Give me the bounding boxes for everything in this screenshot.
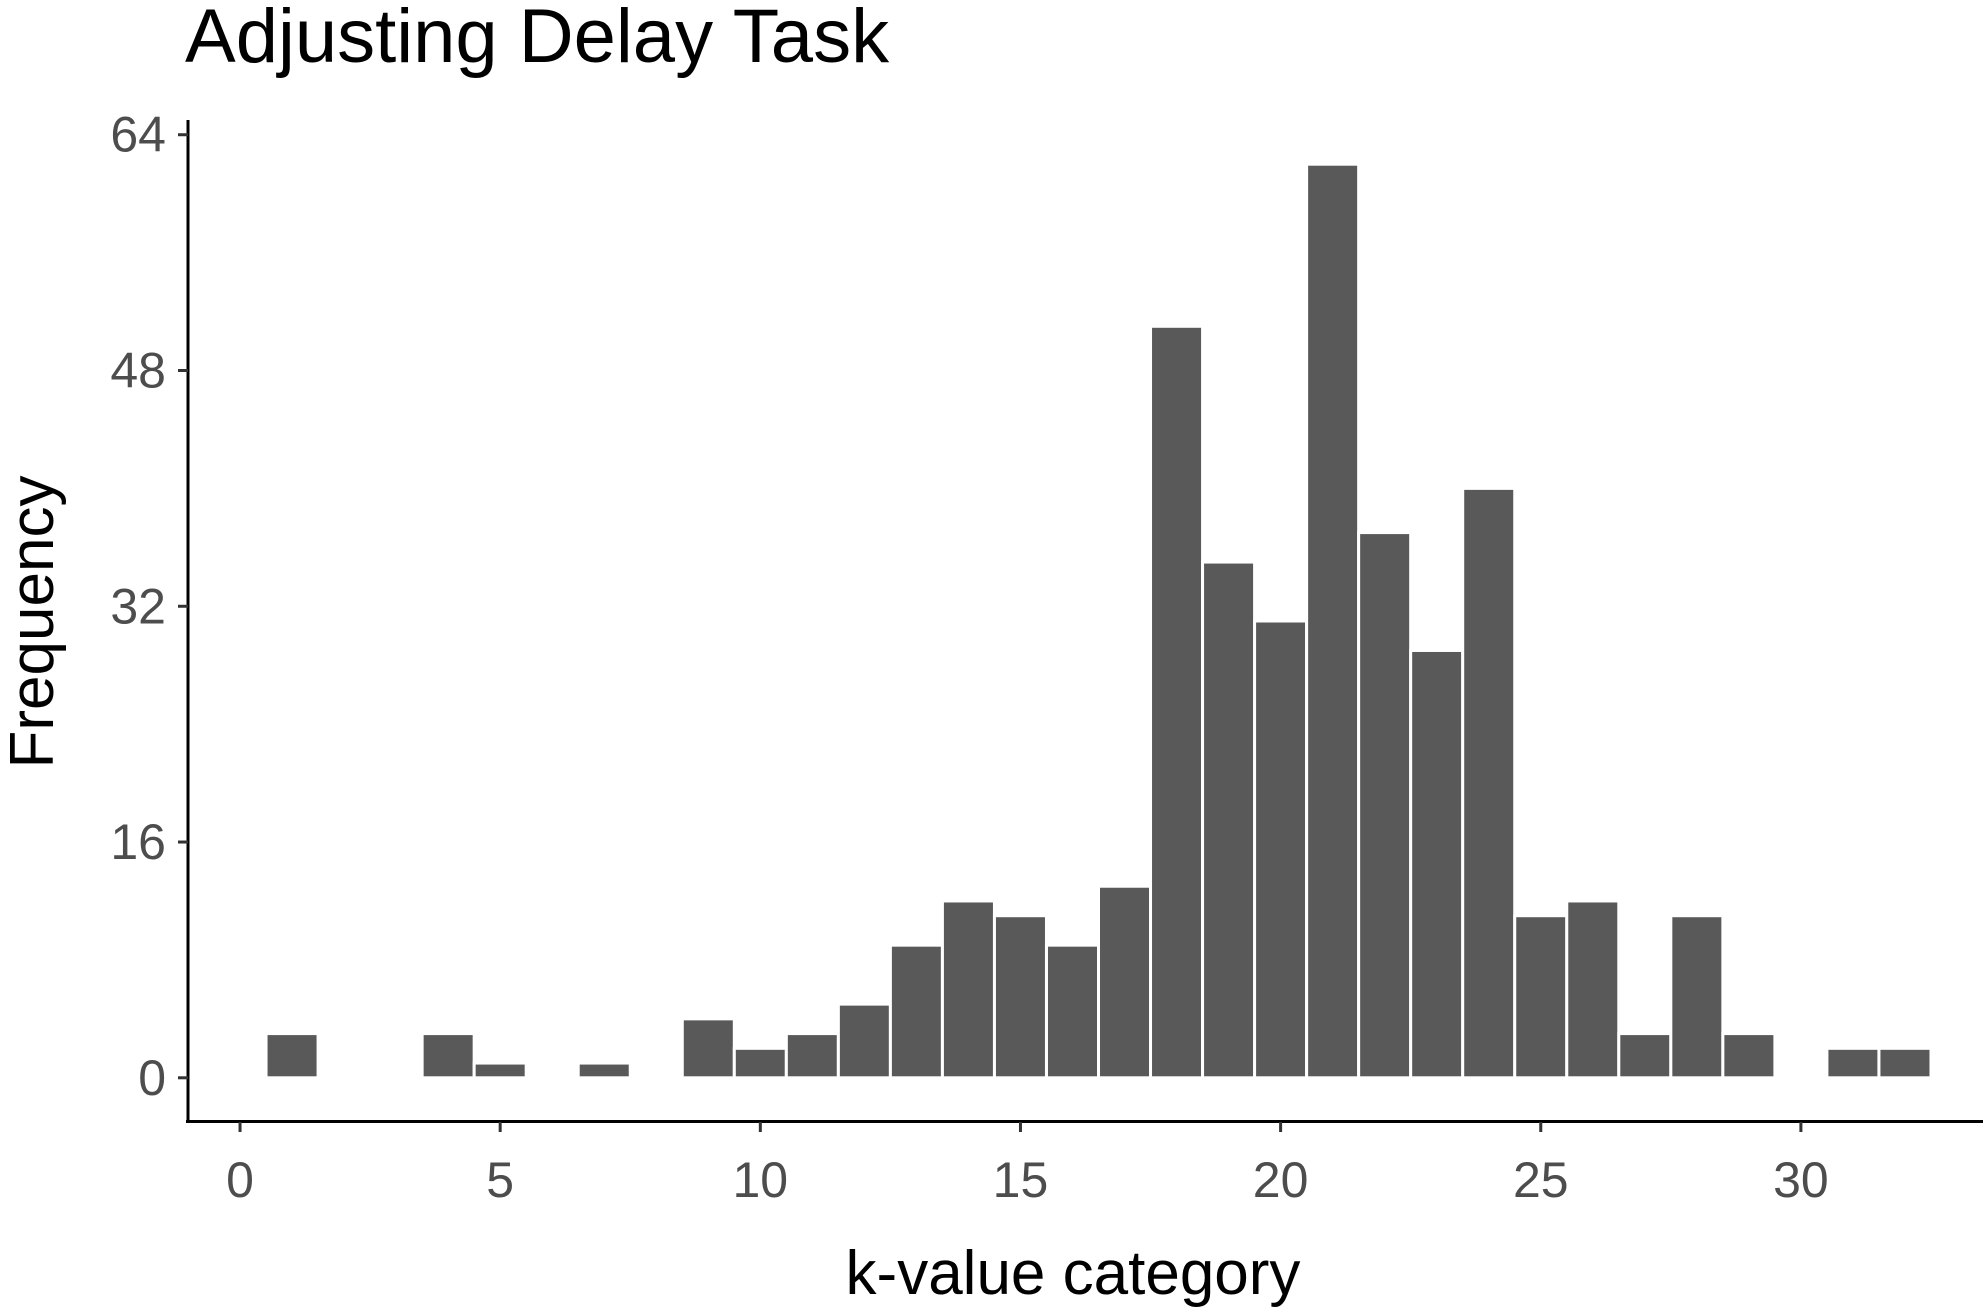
bar-27 (1617, 1032, 1673, 1080)
bar-13 (888, 943, 944, 1080)
y-axis-ticks: 0 16 32 48 64 (110, 107, 188, 1106)
bar-19 (1201, 560, 1257, 1080)
bar-17 (1097, 884, 1153, 1080)
x-tick-label-30: 30 (1773, 1152, 1829, 1208)
bar-20 (1253, 619, 1309, 1080)
bar-10 (732, 1046, 788, 1080)
x-tick-label-5: 5 (486, 1152, 514, 1208)
chart-title: Adjusting Delay Task (185, 0, 890, 79)
bar-11 (784, 1032, 840, 1080)
y-tick-label-64: 64 (110, 107, 166, 163)
bar-31 (1825, 1046, 1881, 1080)
y-axis-title: Frequency (0, 476, 67, 769)
bar-5 (472, 1061, 528, 1080)
y-tick-label-16: 16 (110, 814, 166, 870)
bar-32 (1877, 1046, 1933, 1080)
y-tick-label-32: 32 (110, 578, 166, 634)
bar-24 (1461, 486, 1517, 1080)
bars-group (264, 162, 1933, 1080)
y-tick-label-48: 48 (110, 343, 166, 399)
bar-16 (1044, 943, 1101, 1080)
x-axis-title: k-value category (846, 1239, 1301, 1308)
x-axis-ticks: 0 5 10 15 20 25 30 (226, 1122, 1829, 1208)
bar-21 (1305, 162, 1361, 1080)
bar-9 (680, 1017, 736, 1080)
bar-25 (1513, 914, 1569, 1080)
x-tick-label-0: 0 (226, 1152, 254, 1208)
x-tick-label-15: 15 (993, 1152, 1049, 1208)
x-tick-label-25: 25 (1513, 1152, 1569, 1208)
bar-14 (940, 899, 996, 1080)
bar-15 (992, 914, 1048, 1080)
bar-1 (264, 1032, 320, 1080)
y-tick-label-0: 0 (138, 1050, 166, 1106)
bar-29 (1721, 1032, 1777, 1080)
bar-12 (836, 1002, 892, 1080)
bar-18 (1149, 324, 1205, 1080)
bar-28 (1669, 914, 1725, 1080)
bar-4 (420, 1032, 476, 1080)
x-tick-label-20: 20 (1253, 1152, 1309, 1208)
x-tick-label-10: 10 (733, 1152, 789, 1208)
bar-7 (576, 1061, 632, 1080)
bar-22 (1357, 531, 1413, 1080)
bar-23 (1409, 648, 1465, 1080)
bar-26 (1565, 899, 1621, 1080)
